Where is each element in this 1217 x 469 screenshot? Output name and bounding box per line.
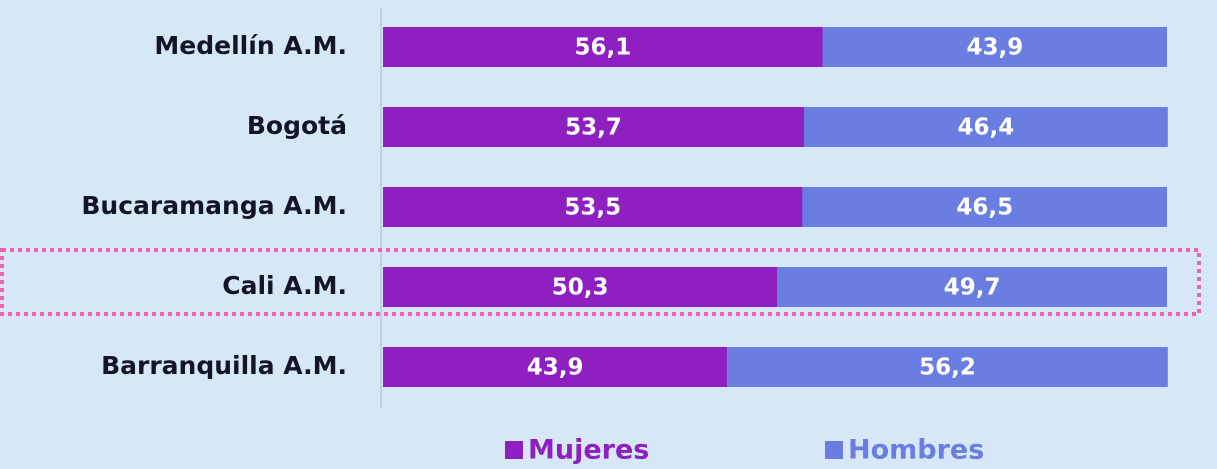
data-label: 49,7 <box>944 275 1001 301</box>
bar-segment <box>822 27 1167 67</box>
bar-segment <box>777 267 1167 307</box>
data-label: 56,2 <box>919 355 976 381</box>
bar-segment <box>802 187 1167 227</box>
category-label: Bucaramanga A.M. <box>81 191 347 220</box>
category-label: Cali A.M. <box>222 271 347 300</box>
legend-swatch <box>505 441 523 459</box>
data-label: 46,5 <box>956 195 1013 221</box>
bar-segment <box>383 27 823 67</box>
legend-label: Mujeres <box>528 435 649 466</box>
data-label: 50,3 <box>552 275 609 301</box>
category-label: Barranquilla A.M. <box>101 351 347 380</box>
data-label: 46,4 <box>958 115 1015 141</box>
legend-swatch <box>825 441 843 459</box>
data-label: 53,7 <box>565 115 622 141</box>
category-label: Medellín A.M. <box>154 31 347 60</box>
bar-segment <box>804 107 1168 147</box>
data-label: 53,5 <box>564 195 621 221</box>
category-label: Bogotá <box>247 111 347 140</box>
bar-segment <box>383 187 803 227</box>
data-label: 56,1 <box>575 35 632 61</box>
data-label: 43,9 <box>527 355 584 381</box>
bar-segment <box>383 267 778 307</box>
bar-segment <box>383 347 728 387</box>
data-label: 43,9 <box>967 35 1024 61</box>
bar-segment <box>383 107 805 147</box>
highlight-box <box>0 248 1201 316</box>
legend-label: Hombres <box>848 435 984 466</box>
bar-segment <box>727 347 1168 387</box>
